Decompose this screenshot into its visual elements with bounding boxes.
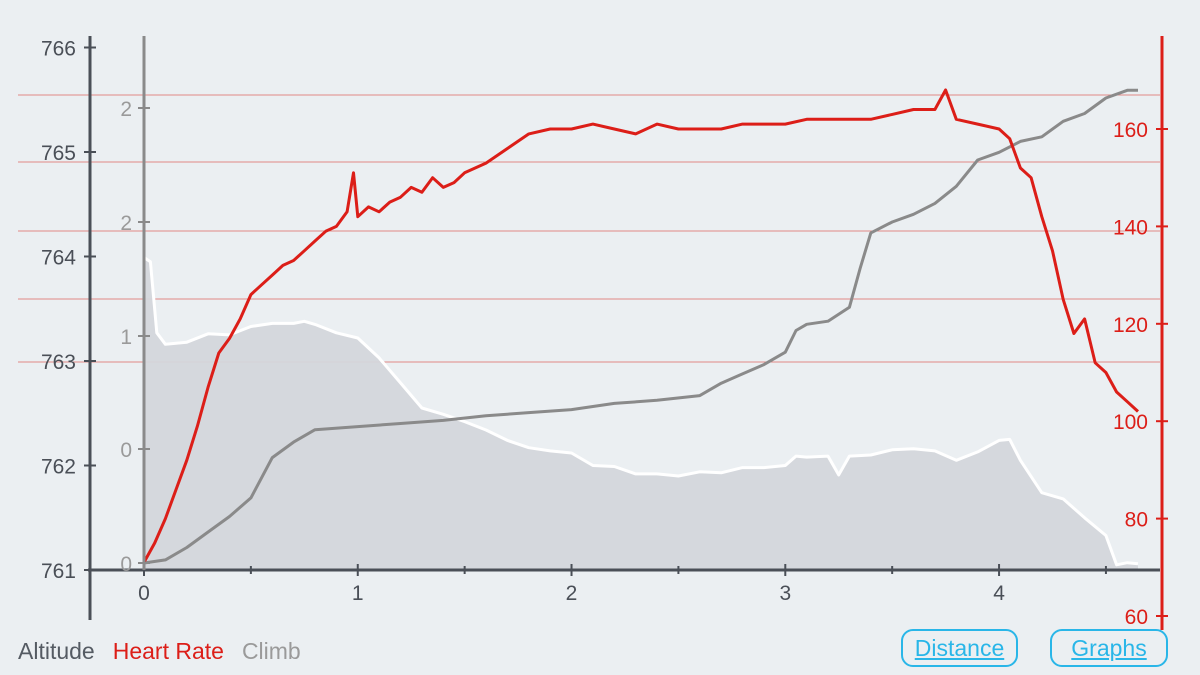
x-tick-label: 1	[352, 582, 364, 605]
grid-lines	[18, 94, 1160, 363]
right-tick-label: 80	[1125, 509, 1148, 532]
heart-rate-line	[142, 88, 1140, 564]
climb-tick-label: 0	[120, 439, 132, 462]
climb-line	[143, 88, 1138, 565]
left-tick-label: 762	[41, 456, 76, 479]
right-tick-label: 140	[1113, 216, 1148, 239]
x-tick-label: 4	[993, 582, 1005, 605]
altitude-area	[144, 257, 1138, 570]
legend: Altitude Heart Rate Climb	[18, 638, 301, 665]
left-tick-label: 761	[41, 560, 76, 583]
legend-climb: Climb	[241, 638, 301, 664]
legend-heart-rate: Heart Rate	[112, 638, 224, 664]
right-tick-label: 160	[1113, 119, 1148, 142]
left-tick-label: 766	[41, 38, 76, 61]
chart-canvas: 0 1 2 3 476176276376476576600122608010012014…	[18, 36, 1168, 630]
left-tick-label: 763	[41, 351, 76, 374]
distance-button[interactable]: Distance	[901, 629, 1018, 667]
x-tick-label: 2	[566, 582, 578, 605]
right-tick-label: 120	[1113, 314, 1148, 337]
altitude-series	[143, 256, 1139, 570]
climb-tick-label: 2	[120, 98, 132, 121]
x-tick-label: 3	[779, 582, 791, 605]
right-tick-label: 60	[1125, 606, 1148, 629]
legend-altitude: Altitude	[18, 638, 95, 664]
right-tick-label: 100	[1113, 411, 1148, 434]
climb-tick-label: 0	[120, 553, 132, 576]
climb-tick-label: 1	[120, 326, 132, 349]
left-tick-label: 765	[41, 142, 76, 165]
graphs-button[interactable]: Graphs	[1050, 629, 1168, 667]
climb-tick-label: 2	[120, 212, 132, 235]
left-tick-label: 764	[41, 247, 76, 270]
axes: 0 1 2 3 476176276376476576600122608010012014…	[41, 36, 1168, 630]
climb-series	[143, 88, 1138, 565]
heart-rate-series	[142, 88, 1140, 564]
x-tick-label: 0	[138, 582, 150, 605]
altitude-line	[143, 256, 1139, 567]
